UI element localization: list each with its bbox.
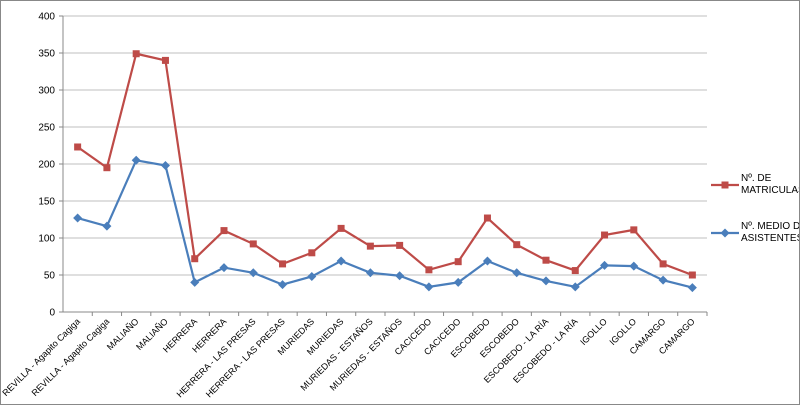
y-tick-label: 200 — [38, 160, 55, 171]
marker — [131, 155, 141, 165]
legend-label: Nº. MEDIO DE ASISTENTES — [741, 221, 800, 244]
marker — [103, 164, 111, 172]
y-tick-label: 50 — [44, 271, 56, 282]
series-line — [77, 159, 693, 289]
y-tick-label: 0 — [49, 308, 55, 319]
marker — [687, 283, 697, 293]
y-tick-label: 300 — [38, 86, 55, 97]
y-tick-label: 400 — [38, 12, 55, 23]
marker — [600, 260, 610, 270]
marker — [629, 261, 639, 271]
marker — [190, 277, 200, 287]
marker — [396, 241, 404, 249]
y-tick-label: 250 — [38, 123, 55, 134]
marker — [160, 160, 170, 170]
marker — [512, 268, 522, 278]
marker — [395, 271, 405, 281]
marker — [278, 280, 288, 290]
marker — [425, 266, 433, 274]
marker — [630, 226, 638, 234]
y-tick-label: 100 — [38, 234, 55, 245]
series-line — [77, 52, 693, 277]
marker — [366, 242, 374, 250]
marker — [513, 241, 521, 249]
marker — [219, 263, 229, 273]
marker — [307, 271, 317, 281]
marker — [542, 256, 550, 264]
marker — [249, 240, 257, 248]
marker — [541, 276, 551, 286]
y-tick-label: 150 — [38, 197, 55, 208]
marker — [483, 214, 491, 222]
marker — [102, 221, 112, 231]
marker — [132, 50, 140, 58]
y-tick-label: 350 — [38, 49, 55, 60]
marker — [74, 143, 82, 151]
marker — [454, 258, 462, 266]
marker — [279, 260, 287, 268]
marker — [688, 271, 696, 279]
marker — [570, 282, 580, 292]
marker — [73, 213, 83, 223]
marker — [482, 256, 492, 266]
x-tick-label: IGOLLO — [578, 316, 609, 347]
legend-item: Nº. DE MATRICULAS — [711, 173, 800, 197]
legend-icon — [711, 181, 739, 189]
legend-marker — [720, 228, 730, 238]
legend-label: Nº. DE MATRICULAS — [741, 173, 800, 196]
marker — [424, 282, 434, 292]
marker — [220, 227, 228, 235]
marker — [659, 260, 667, 268]
marker — [453, 277, 463, 287]
marker — [365, 268, 375, 278]
marker — [308, 249, 316, 257]
legend-item: Nº. MEDIO DE ASISTENTES — [711, 221, 800, 245]
marker — [191, 255, 199, 263]
marker — [248, 268, 258, 278]
marker — [336, 256, 346, 266]
marker — [658, 275, 668, 285]
marker — [601, 231, 609, 239]
marker — [571, 267, 579, 275]
legend-icon — [711, 228, 739, 238]
legend-marker — [721, 181, 729, 189]
marker — [337, 224, 345, 232]
marker — [161, 56, 169, 64]
